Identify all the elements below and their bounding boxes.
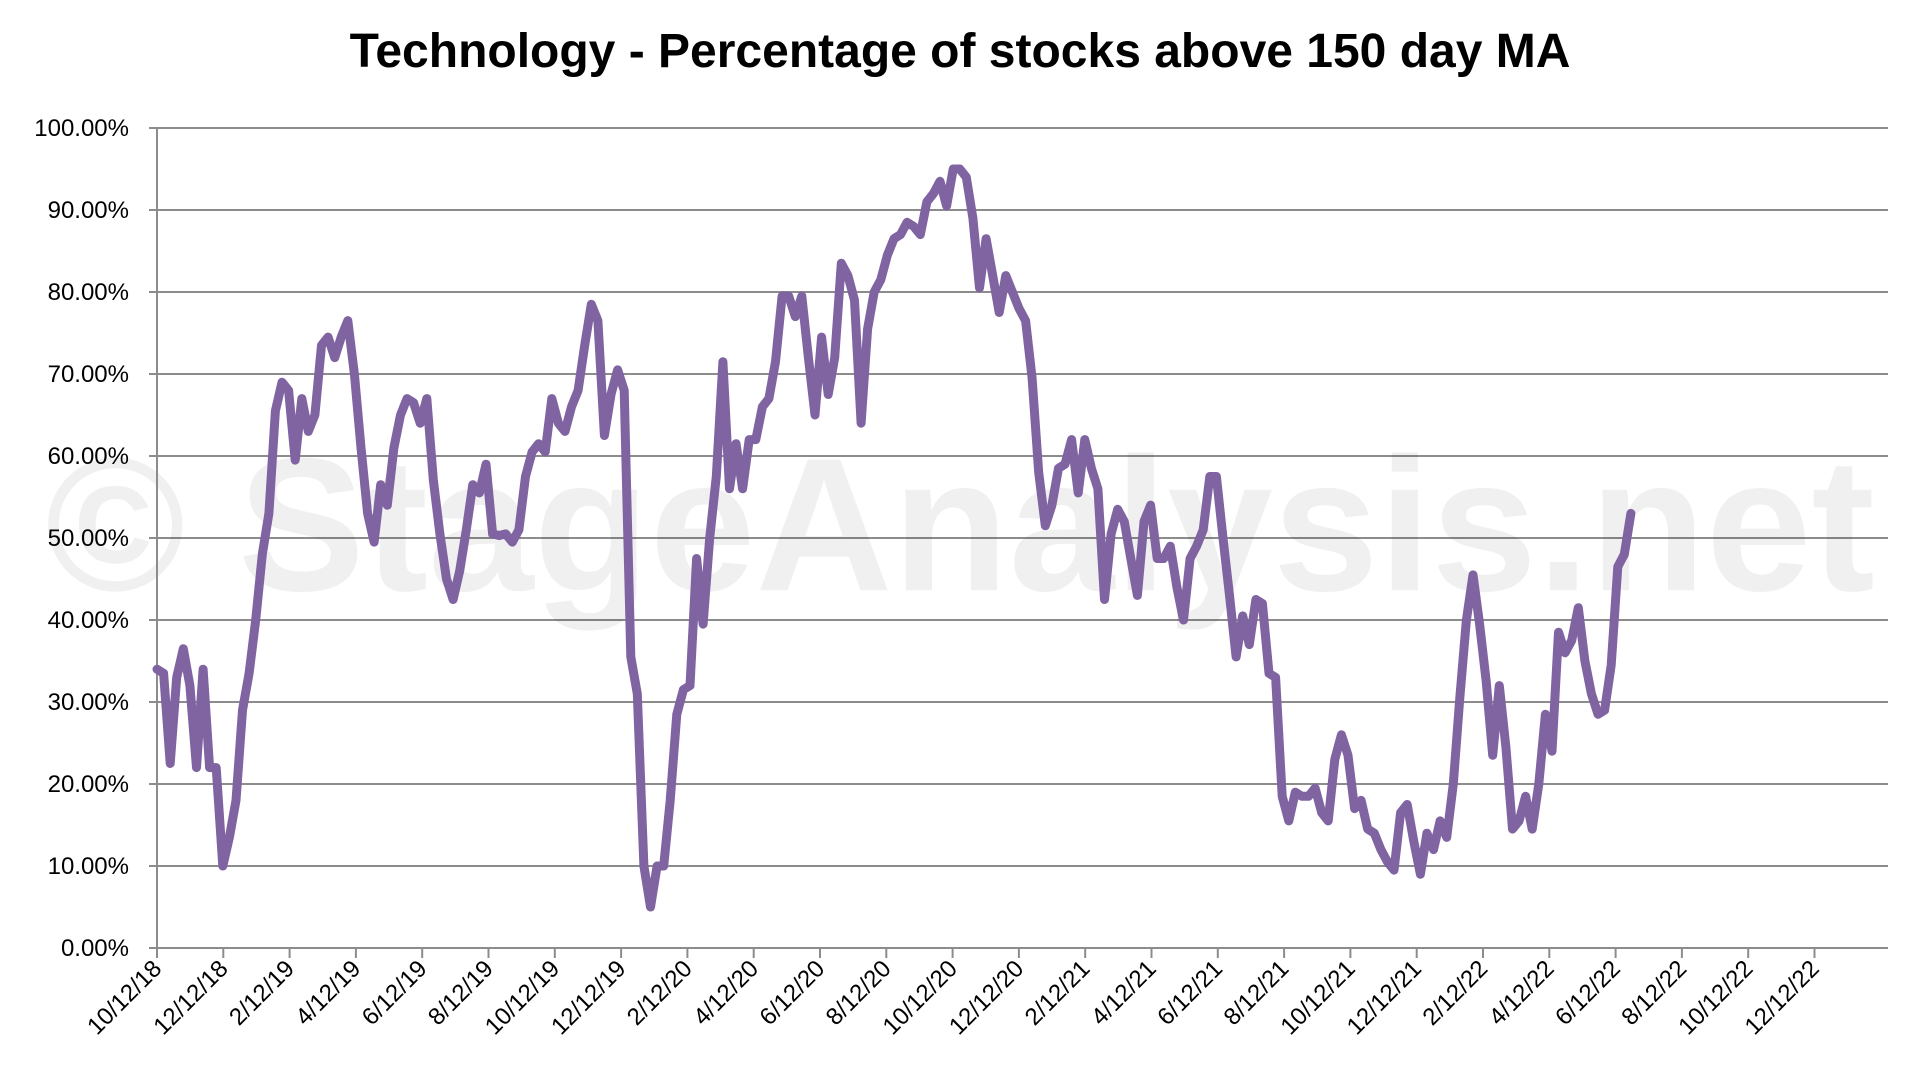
- y-axis-ticks: 0.00% 10.00% 20.00% 30.00% 40.00% 50.00% 60.00…: [34, 115, 129, 962]
- y-tick-label: 60.00%: [48, 443, 129, 470]
- x-tick-label: 6/12/22: [1550, 955, 1626, 1031]
- x-tick-label: 12/12/19: [546, 955, 631, 1040]
- x-tick-label: 2/12/19: [224, 955, 300, 1031]
- y-tick-label: 100.00%: [34, 115, 129, 142]
- chart-title: Technology - Percentage of stocks above …: [349, 25, 1571, 78]
- watermark: © StageAnalysis.net: [45, 419, 1875, 631]
- y-tick-label: 10.00%: [48, 853, 129, 880]
- x-tick-label: 4/12/20: [688, 955, 764, 1031]
- x-tick-label: 4/12/22: [1484, 955, 1560, 1031]
- x-tick-label: 6/12/20: [755, 955, 831, 1031]
- axes: [149, 127, 1888, 958]
- x-tick-label: 2/12/21: [1020, 955, 1096, 1031]
- y-tick-label: 0.00%: [61, 935, 129, 962]
- y-tick-label: 90.00%: [48, 197, 129, 224]
- y-tick-label: 50.00%: [48, 525, 129, 552]
- y-tick-label: 20.00%: [48, 771, 129, 798]
- x-axis-ticks: 10/12/1812/12/182/12/194/12/196/12/198/1…: [82, 955, 1825, 1040]
- y-tick-label: 30.00%: [48, 689, 129, 716]
- x-tick-label: 6/12/21: [1152, 955, 1228, 1031]
- x-tick-label: 12/12/18: [148, 955, 233, 1040]
- x-tick-label: 4/12/19: [290, 955, 366, 1031]
- gridlines: [157, 127, 1888, 867]
- y-tick-label: 80.00%: [48, 279, 129, 306]
- x-tick-label: 12/12/22: [1740, 955, 1825, 1040]
- x-tick-label: 12/12/20: [944, 955, 1029, 1040]
- x-tick-label: 2/12/22: [1418, 955, 1494, 1031]
- y-tick-label: 40.00%: [48, 607, 129, 634]
- x-tick-label: 2/12/20: [622, 955, 698, 1031]
- series-line: [152, 164, 1636, 912]
- x-tick-label: 12/12/21: [1342, 955, 1427, 1040]
- x-tick-label: 6/12/19: [357, 955, 433, 1031]
- x-tick-label: 4/12/21: [1086, 955, 1162, 1031]
- y-tick-label: 70.00%: [48, 361, 129, 388]
